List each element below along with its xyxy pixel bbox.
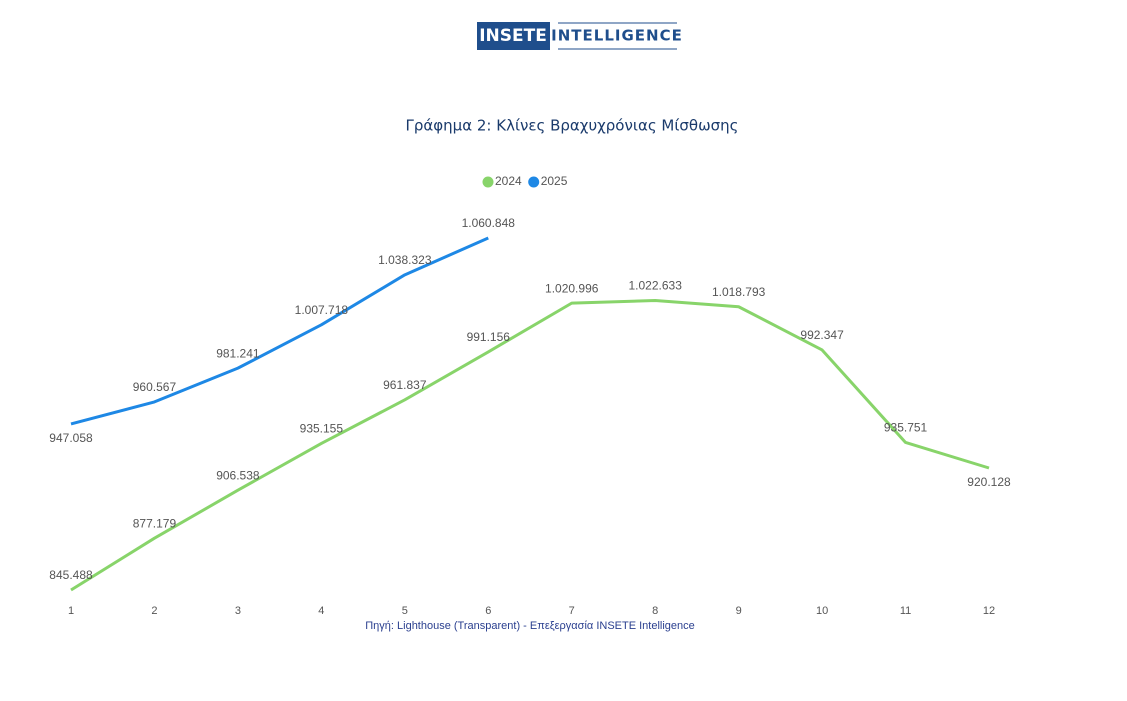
logo-box bbox=[477, 22, 550, 50]
data-label: 961.837 bbox=[383, 378, 427, 392]
data-label: 1.038.323 bbox=[378, 253, 432, 267]
data-label: 981.241 bbox=[216, 346, 260, 360]
legend-marker bbox=[482, 176, 494, 188]
legend-label: 2025 bbox=[541, 174, 568, 188]
x-tick-label: 10 bbox=[816, 605, 828, 617]
x-tick-label: 4 bbox=[318, 605, 324, 617]
data-label: 1.060.848 bbox=[462, 216, 516, 230]
data-label: 960.567 bbox=[133, 380, 177, 394]
data-label: 906.538 bbox=[216, 468, 260, 482]
legend-label: 2024 bbox=[495, 174, 522, 188]
x-tick-label: 12 bbox=[983, 605, 995, 617]
x-tick-label: 5 bbox=[402, 605, 408, 617]
data-label: 1.018.793 bbox=[712, 285, 766, 299]
line-series bbox=[70, 236, 489, 426]
logo: INSETE INTELLIGENCE bbox=[477, 22, 683, 50]
x-tick-label: 6 bbox=[485, 605, 491, 617]
data-label: 1.022.633 bbox=[628, 279, 682, 293]
x-tick-label: 2 bbox=[151, 605, 157, 617]
chart-title: Γράφημα 2: Κλίνες Βραχυχρόνιας Μίσθωσης bbox=[406, 117, 739, 135]
logo-product: INTELLIGENCE bbox=[551, 27, 683, 45]
data-label: 1.007.718 bbox=[295, 303, 349, 317]
legend-marker bbox=[528, 176, 540, 188]
x-tick-label: 9 bbox=[736, 605, 742, 617]
data-label: 992.347 bbox=[800, 328, 844, 342]
line-series bbox=[70, 298, 990, 592]
data-label: 1.020.996 bbox=[545, 281, 599, 295]
data-label: 877.179 bbox=[133, 516, 177, 530]
x-tick-label: 7 bbox=[569, 605, 575, 617]
source-note: Πηγή: Lighthouse (Transparent) - Επεξεργ… bbox=[365, 620, 695, 632]
data-label: 947.058 bbox=[49, 431, 93, 445]
x-tick-label: 1 bbox=[68, 605, 74, 617]
data-label: 991.156 bbox=[467, 330, 511, 344]
logo-brand: INSETE bbox=[479, 26, 547, 46]
x-tick-label: 11 bbox=[900, 605, 911, 617]
data-label: 920.128 bbox=[967, 475, 1011, 489]
x-tick-label: 8 bbox=[652, 605, 658, 617]
data-label: 935.155 bbox=[300, 422, 344, 436]
x-tick-label: 3 bbox=[235, 605, 241, 617]
data-label: 845.488 bbox=[49, 568, 93, 582]
data-label: 935.751 bbox=[884, 421, 928, 435]
